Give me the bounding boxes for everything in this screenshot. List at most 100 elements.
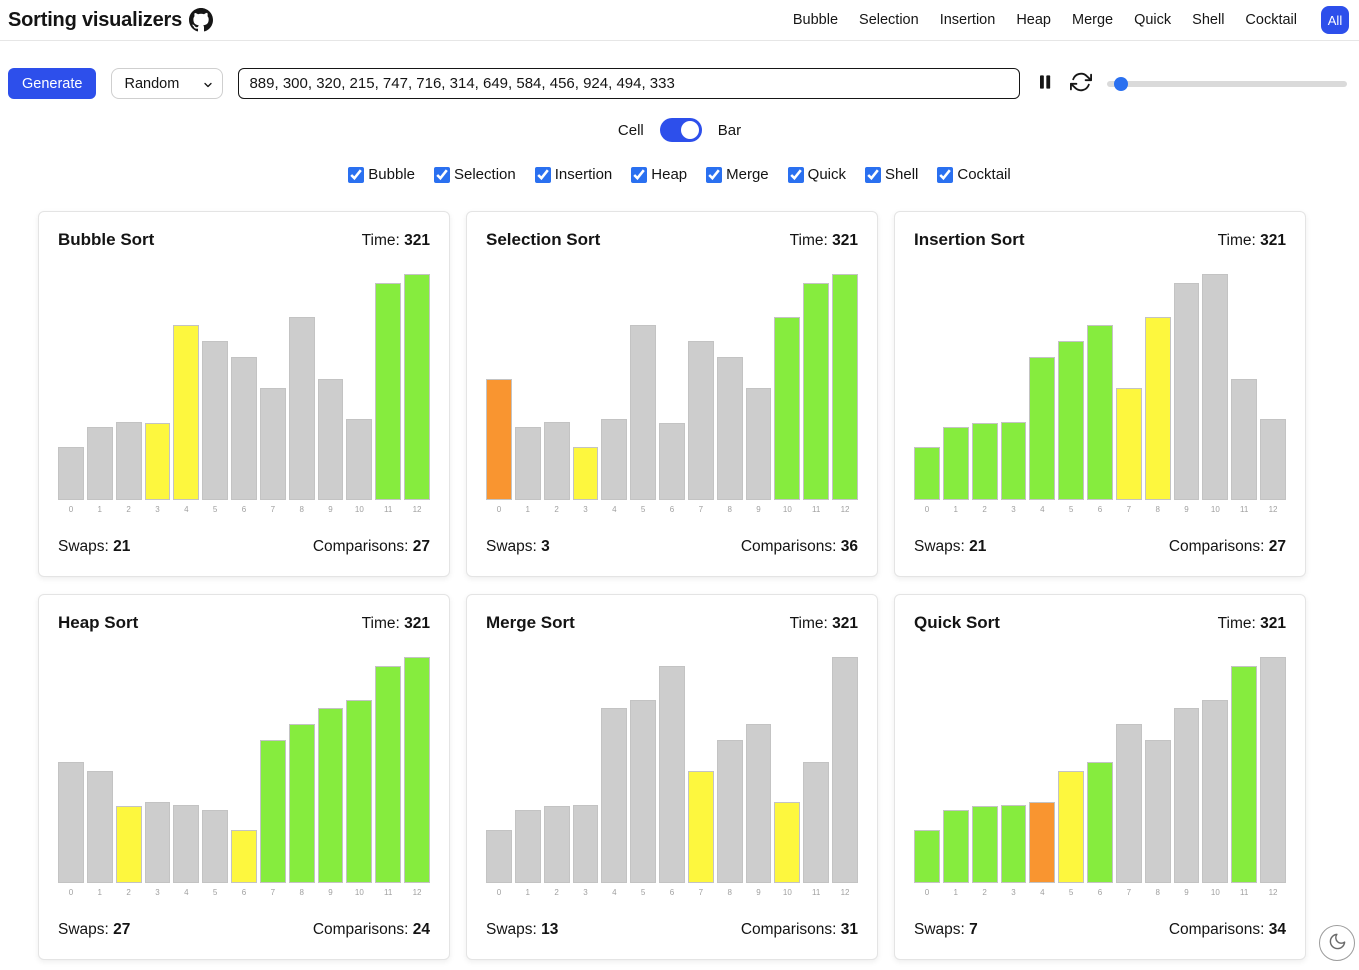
x-tick: 3 bbox=[1011, 505, 1016, 514]
algo-checkbox-shell[interactable] bbox=[865, 166, 881, 183]
nav-link-shell[interactable]: Shell bbox=[1192, 12, 1225, 28]
bar bbox=[601, 707, 628, 883]
algo-filter-selection[interactable]: Selection bbox=[434, 166, 516, 183]
bars bbox=[486, 274, 858, 500]
nav-link-heap[interactable]: Heap bbox=[1016, 12, 1051, 28]
swaps-stat: Swaps: 21 bbox=[58, 538, 131, 555]
algo-filter-cocktail[interactable]: Cocktail bbox=[937, 166, 1011, 183]
x-tick: 10 bbox=[782, 505, 792, 514]
algo-filter-heap[interactable]: Heap bbox=[631, 166, 687, 183]
algo-checkbox-insertion[interactable] bbox=[534, 166, 551, 183]
x-tick: 7 bbox=[698, 888, 704, 897]
comparisons-stat: Comparisons: 34 bbox=[1168, 921, 1286, 938]
x-tick: 8 bbox=[727, 505, 732, 514]
nav-link-bubble[interactable]: Bubble bbox=[792, 12, 839, 28]
x-tick: 1 bbox=[953, 505, 958, 514]
x-tick: 9 bbox=[1184, 888, 1189, 897]
algo-filter-shell[interactable]: Shell bbox=[865, 166, 918, 183]
x-tick: 1 bbox=[97, 888, 102, 897]
x-tick: 8 bbox=[299, 505, 304, 514]
bar bbox=[486, 830, 512, 883]
bar bbox=[914, 830, 940, 883]
nav-link-selection[interactable]: Selection bbox=[859, 12, 919, 28]
swaps-stat: Swaps: 13 bbox=[486, 921, 559, 938]
comparisons-stat: Comparisons: 27 bbox=[1168, 538, 1286, 555]
card-title: Insertion Sort bbox=[914, 230, 1025, 249]
x-tick: 1 bbox=[97, 505, 102, 514]
bars bbox=[486, 657, 858, 883]
card-header: Merge Sort Time: 321 bbox=[486, 613, 858, 633]
x-tick: 9 bbox=[328, 505, 333, 514]
x-tick: 2 bbox=[554, 505, 559, 514]
x-tick: 5 bbox=[1068, 888, 1074, 897]
bar bbox=[832, 274, 858, 500]
nav-link-insertion[interactable]: Insertion bbox=[939, 12, 996, 28]
algo-filter-insertion[interactable]: Insertion bbox=[534, 166, 612, 183]
bar bbox=[914, 447, 940, 500]
bar bbox=[1029, 357, 1056, 500]
card-header: Bubble Sort Time: 321 bbox=[58, 230, 430, 250]
bar bbox=[1202, 700, 1229, 883]
nav-link-merge[interactable]: Merge bbox=[1071, 12, 1114, 28]
algo-checkbox-bubble[interactable] bbox=[348, 166, 365, 183]
time-stat: Time: 321 bbox=[789, 615, 858, 632]
bar bbox=[346, 418, 373, 500]
algo-checkbox-quick[interactable] bbox=[787, 166, 804, 183]
speed-slider[interactable] bbox=[1107, 80, 1347, 87]
x-tick: 5 bbox=[212, 505, 218, 514]
card-header: Heap Sort Time: 321 bbox=[58, 613, 430, 633]
bar bbox=[404, 274, 430, 500]
swaps-stat: Swaps: 21 bbox=[914, 538, 987, 555]
view-toggle-switch[interactable] bbox=[659, 118, 702, 142]
dark-mode-button[interactable] bbox=[1319, 925, 1355, 961]
nav-link-quick[interactable]: Quick bbox=[1134, 12, 1172, 28]
x-tick: 0 bbox=[68, 505, 74, 514]
card-title: Heap Sort bbox=[58, 613, 139, 632]
bar bbox=[716, 740, 743, 883]
algo-filter-merge[interactable]: Merge bbox=[706, 166, 769, 183]
x-tick: 11 bbox=[812, 505, 821, 514]
algo-checkbox-cocktail[interactable] bbox=[937, 166, 954, 183]
sort-card: Bubble Sort Time: 321 0 1 2 3 4 5 6 7 8 9 10 11 12 S… bbox=[38, 211, 450, 577]
x-tick: 2 bbox=[126, 888, 131, 897]
x-tick: 6 bbox=[669, 505, 675, 514]
pause-icon bbox=[1035, 72, 1055, 95]
algo-checkbox-merge[interactable] bbox=[706, 166, 723, 183]
bar bbox=[687, 771, 714, 883]
time-stat: Time: 321 bbox=[361, 232, 430, 249]
bar bbox=[404, 657, 430, 883]
github-link[interactable] bbox=[189, 8, 214, 32]
array-input[interactable] bbox=[238, 68, 1020, 99]
x-tick: 3 bbox=[583, 888, 588, 897]
x-tick: 12 bbox=[412, 505, 422, 514]
bar bbox=[630, 324, 657, 500]
x-tick: 0 bbox=[924, 505, 930, 514]
x-tick: 5 bbox=[1068, 505, 1074, 514]
card-title: Quick Sort bbox=[914, 613, 1000, 632]
generate-button[interactable]: Generate bbox=[8, 68, 97, 99]
x-tick: 2 bbox=[554, 888, 559, 897]
card-header: Insertion Sort Time: 321 bbox=[914, 230, 1286, 250]
bar bbox=[971, 423, 998, 500]
algo-filter-quick[interactable]: Quick bbox=[787, 166, 846, 183]
bar bbox=[543, 806, 570, 883]
bar bbox=[659, 665, 685, 883]
algo-checkbox-heap[interactable] bbox=[631, 166, 648, 183]
refresh-button[interactable] bbox=[1070, 71, 1092, 96]
bar bbox=[1260, 418, 1286, 500]
bar bbox=[1058, 771, 1085, 883]
time-stat: Time: 321 bbox=[789, 232, 858, 249]
bar bbox=[601, 418, 628, 500]
bar bbox=[486, 379, 512, 500]
array-type-select[interactable]: Random bbox=[111, 68, 224, 99]
nav-link-cocktail[interactable]: Cocktail bbox=[1245, 12, 1297, 28]
algo-checkbox-label: Shell bbox=[885, 166, 919, 183]
nav-link-all[interactable]: All bbox=[1321, 6, 1349, 34]
bar-chart: 0 1 2 3 4 5 6 7 8 9 10 11 12 bbox=[58, 274, 430, 514]
algo-filter-bubble[interactable]: Bubble bbox=[348, 166, 415, 183]
toolbar: Generate Random bbox=[8, 68, 1347, 99]
view-toggle-label-bar: Bar bbox=[717, 121, 742, 139]
pause-button[interactable] bbox=[1035, 72, 1055, 95]
time-stat: Time: 321 bbox=[361, 615, 430, 632]
algo-checkbox-selection[interactable] bbox=[434, 166, 450, 183]
